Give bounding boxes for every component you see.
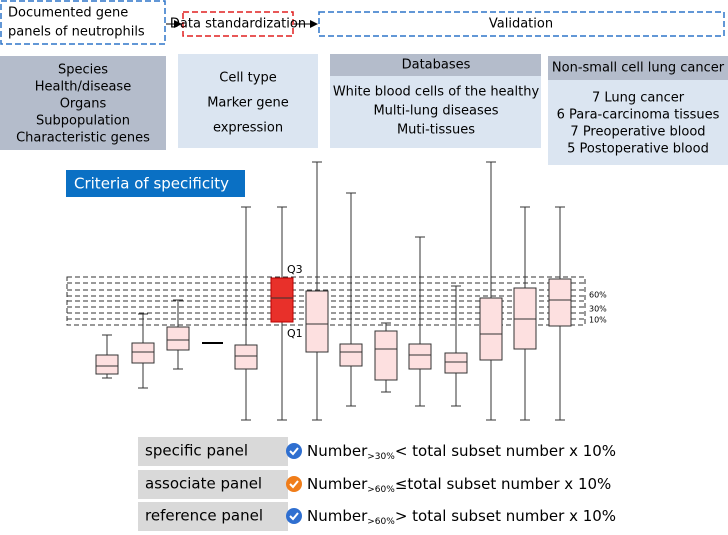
criteria-title: Criteria of specificity [74, 175, 229, 193]
panel-item: 7 Preoperative blood [570, 125, 705, 140]
panel-item: Health/disease [35, 80, 131, 95]
flow-label: Data standardization [170, 17, 306, 32]
panel-item: Marker gene [207, 96, 289, 111]
box [305, 290, 329, 353]
panel [330, 76, 541, 148]
rule-name: associate panel [145, 475, 262, 493]
box [374, 330, 398, 381]
level-label: 10% [589, 316, 607, 325]
rule-sub: >60% [367, 517, 395, 527]
check-mark [289, 447, 299, 456]
box [166, 326, 190, 351]
panel-title: Databases [402, 58, 471, 73]
box [270, 277, 294, 323]
panel-header [548, 56, 728, 80]
box [339, 343, 363, 367]
panel-item: 5 Postoperative blood [567, 142, 709, 157]
panel-item: expression [213, 121, 283, 136]
q-label: Q3 [287, 263, 303, 276]
panel-item: Organs [60, 97, 107, 112]
panel [548, 80, 728, 165]
panel [178, 54, 318, 148]
rule-rest: ≤total subset number x 10% [395, 475, 611, 493]
rule-name: reference panel [145, 507, 263, 525]
flow-box [182, 11, 294, 37]
level-label: 30% [589, 305, 607, 314]
level-label: 60% [589, 291, 607, 300]
box [95, 354, 119, 375]
flow-label: Documented gene [8, 6, 128, 21]
rule-rest: > total subset number x 10% [395, 507, 616, 525]
rule-text: Number>60%≤total subset number x 10% [307, 475, 611, 495]
check-icon [286, 508, 302, 524]
panel-item: Cell type [219, 71, 276, 86]
rule-label-bg [138, 470, 288, 499]
panel-item: Characteristic genes [16, 131, 150, 146]
box [408, 343, 432, 370]
rule-text: Number>60%> total subset number x 10% [307, 507, 616, 527]
panel-item: Species [58, 63, 108, 78]
rule-rest: < total subset number x 10% [395, 442, 616, 460]
box [444, 352, 468, 374]
flow-label: Validation [489, 17, 553, 32]
flow-box [318, 11, 725, 37]
rule-lead: Number [307, 442, 368, 460]
box [548, 278, 572, 327]
q-label: Q1 [287, 327, 303, 340]
check-icon [286, 476, 302, 492]
rule-lead: Number [307, 475, 368, 493]
rule-text: Number>30%< total subset number x 10% [307, 442, 616, 462]
rule-lead: Number [307, 507, 368, 525]
check-icon [286, 443, 302, 459]
check-mark [289, 512, 299, 521]
rule-sub: >60% [367, 485, 395, 495]
panel-item: White blood cells of the healthy [333, 85, 540, 100]
box [131, 342, 155, 364]
panel-item: Muti-tissues [397, 123, 475, 138]
rule-sub: >30% [367, 452, 395, 462]
panel-item: Subpopulation [36, 114, 130, 129]
panel-item: 6 Para-carcinoma tissues [557, 108, 720, 123]
panel-item: 7 Lung cancer [592, 91, 685, 106]
panel-title: Non-small cell lung cancer [552, 61, 725, 76]
rule-label-bg [138, 437, 288, 466]
flow-box [0, 0, 166, 45]
panel-header [330, 54, 541, 76]
rule-name: specific panel [145, 442, 248, 460]
criteria-label [66, 170, 245, 197]
flow-label: panels of neutrophils [8, 25, 145, 40]
panel-item: Multi-lung diseases [373, 104, 498, 119]
box [234, 344, 258, 370]
box [479, 297, 503, 361]
check-mark [289, 480, 299, 489]
rule-label-bg [138, 502, 288, 531]
panel [0, 56, 166, 150]
